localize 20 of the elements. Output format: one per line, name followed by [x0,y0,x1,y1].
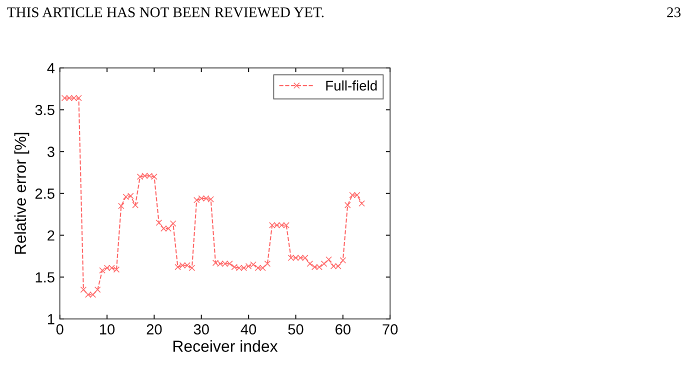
y-tick-label: 2 [48,230,54,241]
x-tick-label: 0 [56,324,64,335]
y-tick-label: 3 [47,146,54,158]
y-axis-title: Relative error [%] [14,132,30,254]
x-axis-title: Receiver index [173,340,278,352]
y-tick-label: 1 [48,314,54,324]
y-tick-label: 1.5 [36,272,54,283]
x-tick-label: 50 [288,324,304,335]
x-tick-label: 60 [336,324,350,335]
y-tick-label: 3.5 [35,104,54,116]
text: THIS ARTICLE HAS NOT BEEN REVIEWED YET. [7,7,324,18]
y-tick-label: 2.5 [35,188,54,199]
x-tick-label: 10 [100,324,115,335]
legend-label: Full-field [326,80,377,91]
x-tick-label: 20 [146,324,162,335]
text: 23 [667,7,681,18]
x-tick-label: 30 [194,324,209,335]
x-tick-label: 70 [382,324,398,335]
x-tick-label: 40 [240,324,256,335]
y-tick-label: 4 [47,63,55,74]
